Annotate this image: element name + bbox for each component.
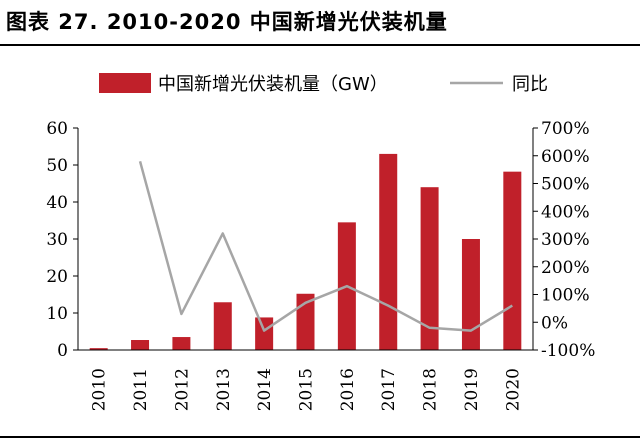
right-tick-label: 0% [541, 313, 568, 333]
title-rule [0, 44, 640, 46]
right-tick-label: -100% [541, 341, 595, 361]
right-tick-label: 600% [541, 147, 590, 167]
right-tick-label: 500% [541, 175, 590, 195]
x-tick-label: 2012 [172, 368, 192, 411]
x-tick-label: 2016 [338, 368, 358, 411]
right-tick-label: 200% [541, 258, 590, 278]
right-tick-label: 300% [541, 230, 590, 250]
bar-series [89, 153, 522, 350]
bar [255, 317, 274, 350]
x-tick-label: 2011 [131, 368, 151, 411]
left-tick-label: 0 [57, 341, 68, 361]
right-axis: -100% 0% 100% 200% 300% 400% 500% 600% 700% [532, 119, 595, 361]
bar [379, 153, 398, 350]
bar [296, 293, 315, 350]
x-tick-label: 2019 [462, 368, 482, 411]
left-tick-label: 60 [46, 119, 68, 139]
left-tick-label: 40 [46, 193, 68, 213]
legend: 中国新增光伏装机量（GW） 同比 [99, 73, 548, 95]
right-tick-label: 700% [541, 119, 590, 139]
legend-bar-label: 中国新增光伏装机量（GW） [158, 74, 388, 95]
bar [213, 302, 232, 350]
bottom-rule [0, 436, 640, 438]
x-tick-label: 2015 [297, 368, 317, 411]
left-axis: 0 10 20 30 40 50 60 [46, 119, 79, 361]
left-tick-label: 30 [46, 230, 68, 250]
legend-line-label: 同比 [512, 74, 548, 95]
bar [131, 340, 150, 350]
x-tick-label: 2017 [379, 368, 399, 411]
left-tick-label: 20 [46, 267, 68, 287]
figure-title: 图表 27. 2010-2020 中国新增光伏装机量 [6, 10, 448, 34]
x-tick-label: 2020 [503, 368, 523, 411]
x-tick-label: 2018 [421, 368, 441, 411]
x-tick-label: 2014 [255, 368, 275, 411]
bar [461, 239, 480, 350]
yoy-line [138, 160, 513, 332]
left-tick-label: 10 [46, 304, 68, 324]
bar [503, 171, 522, 350]
x-tick-label: 2013 [214, 368, 234, 411]
x-axis: 2010 2011 2012 2013 2014 2015 2016 2017 2018 2019… [78, 349, 533, 411]
legend-bar-swatch [99, 73, 151, 93]
bar [89, 348, 108, 350]
line-series [138, 160, 513, 332]
right-tick-label: 400% [541, 202, 590, 222]
bar [420, 187, 439, 350]
bar [172, 337, 191, 350]
right-tick-label: 100% [541, 286, 590, 306]
x-tick-label: 2010 [90, 368, 110, 411]
left-tick-label: 50 [46, 156, 68, 176]
